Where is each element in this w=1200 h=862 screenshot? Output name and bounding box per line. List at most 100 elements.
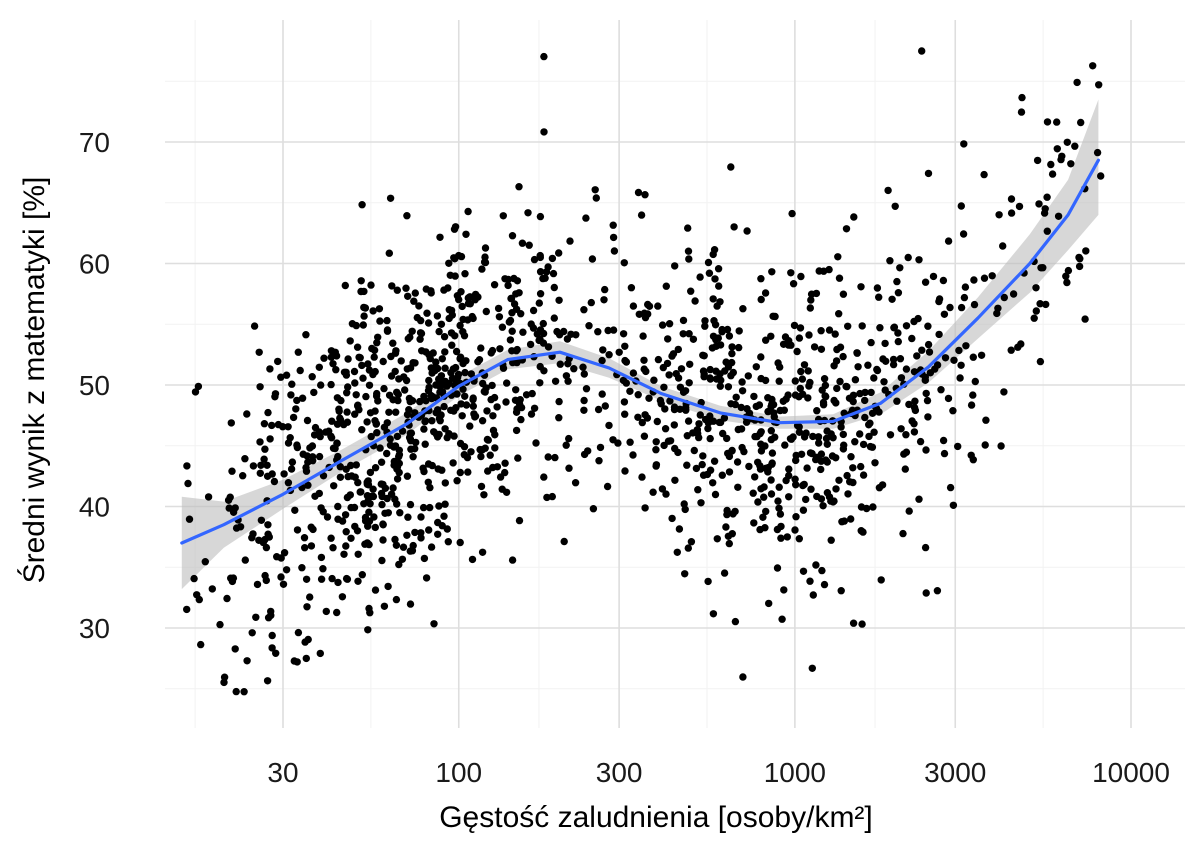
data-point — [505, 318, 513, 326]
data-point — [875, 408, 883, 416]
data-point — [570, 365, 578, 373]
data-point — [456, 538, 464, 547]
data-point — [997, 442, 1005, 450]
data-point — [873, 365, 881, 374]
data-point — [806, 304, 814, 312]
data-point — [1037, 264, 1045, 272]
data-point — [754, 498, 762, 506]
data-point — [478, 417, 487, 425]
data-point — [634, 188, 643, 197]
data-point — [319, 565, 327, 573]
data-point — [657, 400, 665, 408]
data-point — [425, 376, 433, 385]
data-point — [699, 351, 707, 359]
data-point — [817, 450, 826, 458]
data-point — [317, 504, 325, 512]
data-point — [376, 317, 384, 325]
data-point — [684, 247, 693, 255]
data-point — [346, 337, 354, 345]
data-point — [603, 482, 612, 491]
data-point — [921, 543, 930, 552]
data-point — [536, 290, 545, 298]
data-point — [981, 441, 989, 449]
data-point — [940, 310, 949, 318]
data-point — [733, 458, 742, 466]
data-point — [256, 383, 264, 391]
data-point — [255, 348, 263, 356]
data-point — [967, 401, 976, 409]
data-point — [315, 363, 323, 371]
data-point — [409, 541, 417, 550]
data-point — [459, 359, 467, 368]
data-point — [461, 270, 469, 278]
data-point — [460, 443, 469, 451]
data-point — [825, 326, 834, 334]
data-point — [600, 296, 608, 304]
data-point — [249, 530, 257, 538]
data-point — [652, 461, 661, 469]
data-point — [536, 212, 545, 221]
data-point — [350, 367, 359, 376]
data-point — [347, 461, 355, 470]
data-point — [355, 353, 363, 361]
data-point — [875, 293, 883, 301]
data-point — [701, 322, 709, 330]
data-point — [441, 500, 449, 508]
data-point — [320, 354, 328, 362]
data-point — [499, 212, 507, 220]
data-point — [430, 428, 438, 436]
data-point — [901, 465, 909, 473]
data-point — [440, 333, 449, 341]
data-point — [931, 365, 939, 373]
data-point — [391, 495, 399, 503]
data-point — [476, 445, 484, 454]
data-point — [833, 345, 841, 354]
data-point — [601, 402, 609, 410]
data-point — [813, 407, 821, 415]
data-point — [704, 258, 713, 267]
data-point — [640, 356, 648, 364]
data-point — [708, 344, 717, 352]
data-point — [279, 580, 288, 588]
data-point — [812, 289, 821, 298]
data-point — [231, 645, 239, 653]
data-point — [387, 372, 396, 380]
data-point — [773, 564, 782, 572]
data-point — [732, 393, 740, 401]
data-point — [543, 493, 551, 502]
data-point — [620, 398, 629, 406]
data-point — [398, 427, 407, 435]
data-point — [330, 482, 338, 490]
data-point — [738, 387, 747, 395]
data-point — [598, 390, 606, 398]
data-point — [403, 212, 411, 220]
data-point — [370, 513, 378, 521]
data-point — [256, 469, 264, 477]
data-point — [1062, 272, 1070, 280]
data-point — [929, 272, 938, 281]
data-point — [676, 405, 684, 413]
data-point — [406, 500, 415, 509]
data-point — [1000, 293, 1008, 302]
data-point — [745, 462, 753, 471]
data-point — [807, 485, 815, 493]
data-point — [1054, 212, 1063, 220]
x-tick-label: 1000 — [764, 757, 826, 788]
data-point — [894, 329, 902, 337]
data-point — [334, 578, 342, 587]
data-point — [508, 327, 516, 335]
data-point — [940, 449, 949, 458]
data-point — [580, 306, 588, 314]
data-point — [343, 408, 351, 416]
data-point — [371, 464, 380, 472]
data-point — [508, 232, 517, 240]
data-point — [341, 281, 349, 290]
data-point — [512, 290, 520, 298]
data-point — [767, 427, 775, 435]
data-point — [183, 462, 191, 470]
data-point — [760, 493, 768, 501]
data-point — [890, 323, 899, 331]
data-point — [365, 540, 373, 549]
data-point — [806, 577, 814, 585]
data-point — [384, 509, 392, 517]
